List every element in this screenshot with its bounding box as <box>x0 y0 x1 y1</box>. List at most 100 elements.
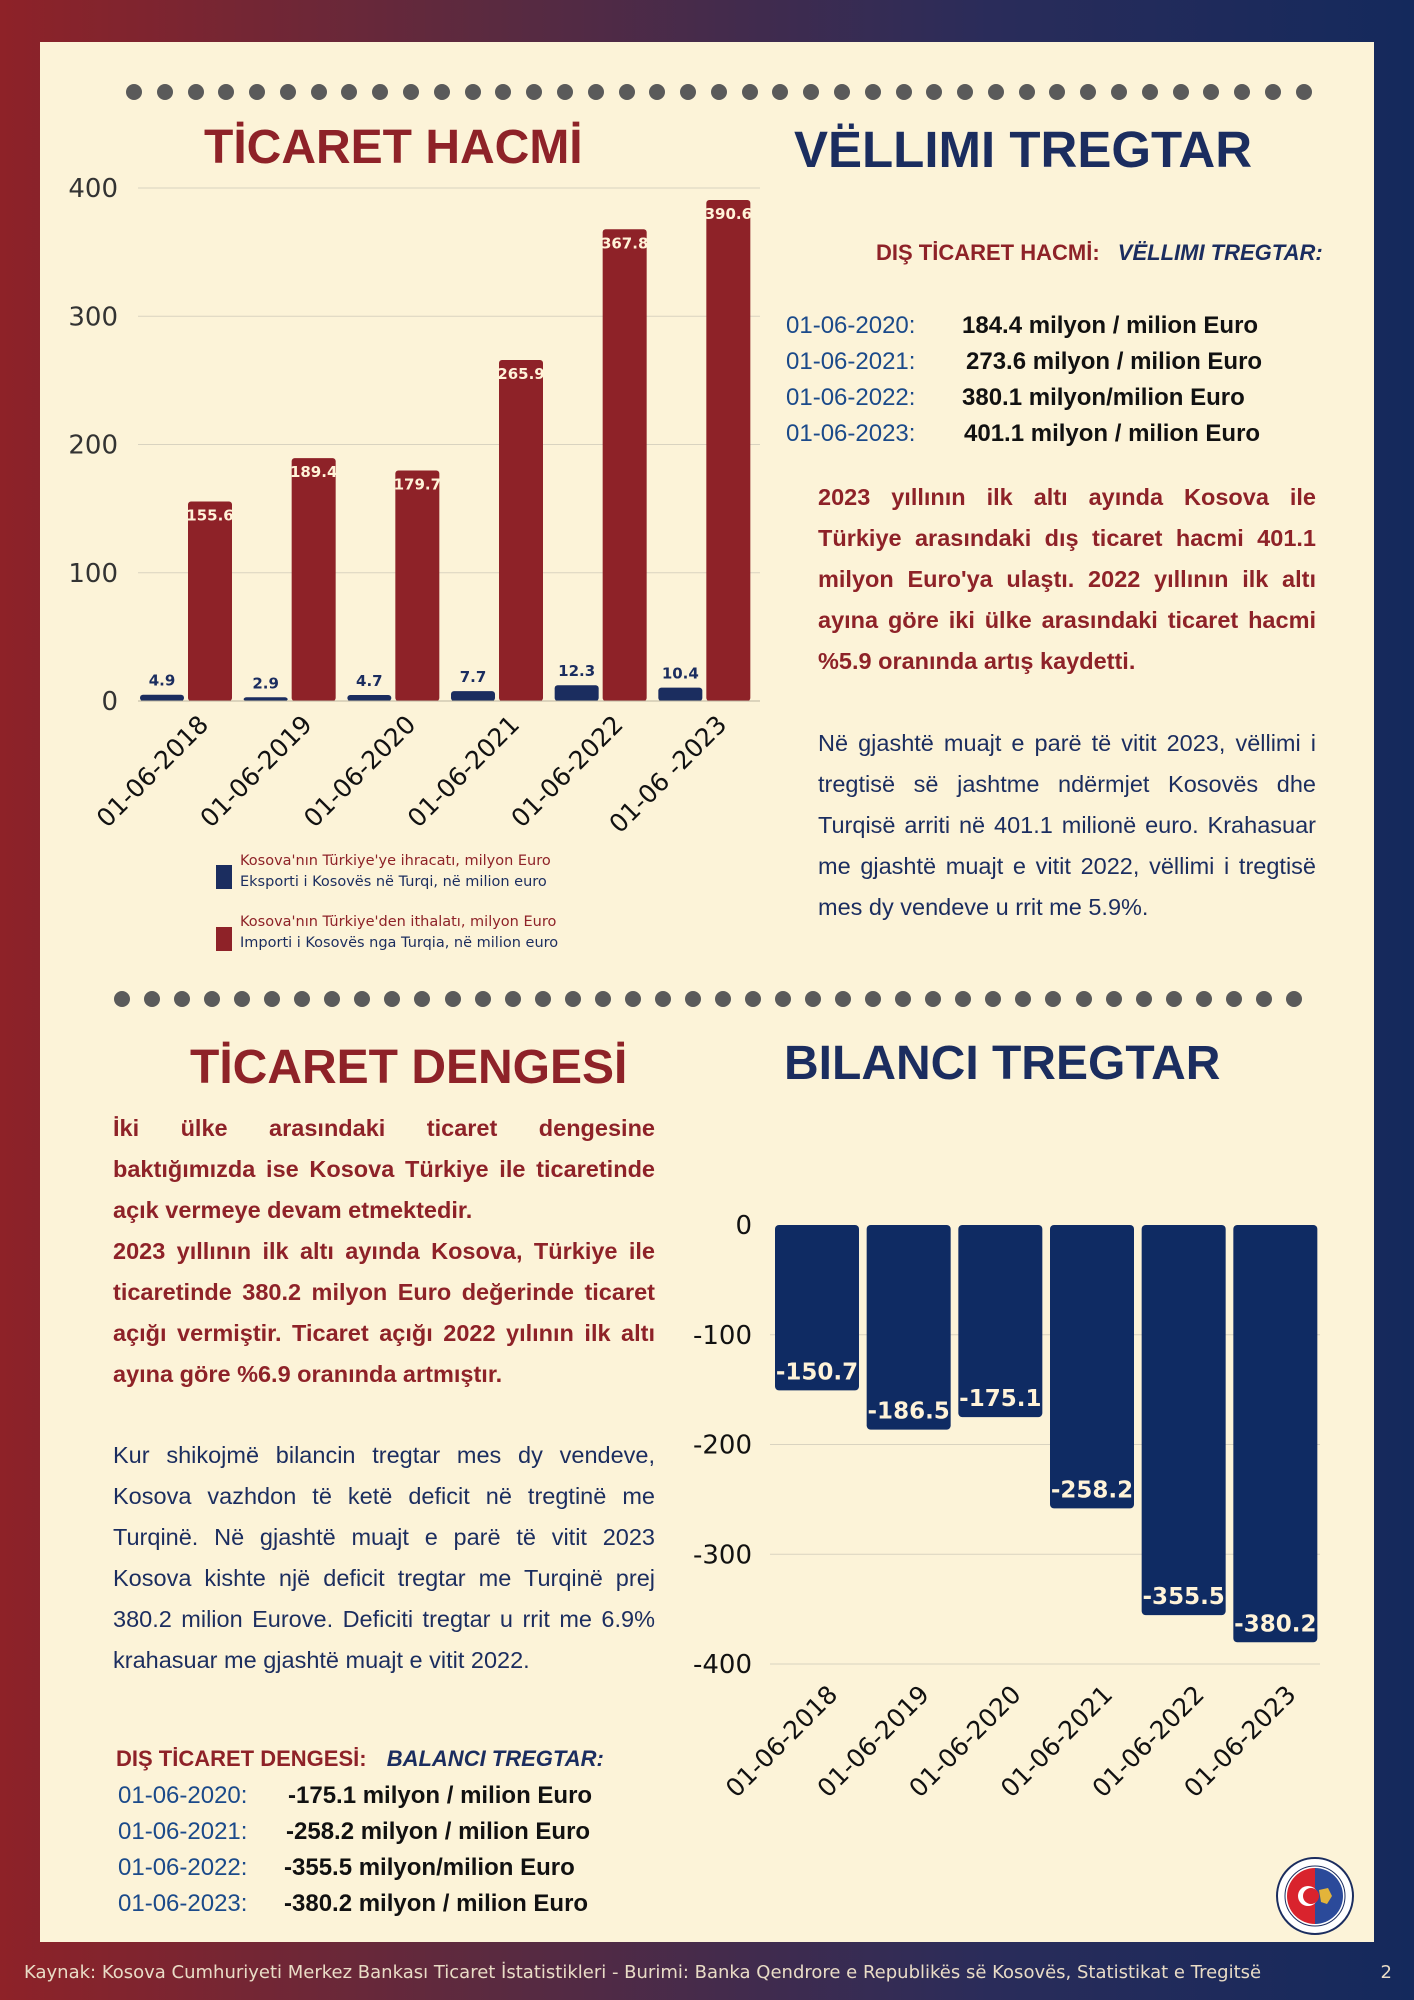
divider-dot <box>1285 991 1302 1007</box>
volume-kv-date: 01-06-2021: <box>786 348 916 375</box>
divider-dot <box>654 991 671 1007</box>
balance-kv-value: -355.5 milyon/milion Euro <box>284 1854 575 1881</box>
y-tick-label: -200 <box>693 1431 752 1461</box>
divider-dot <box>433 84 450 100</box>
divider-dot <box>955 991 972 1007</box>
bar-balance <box>1050 1225 1134 1509</box>
volume-paragraph-tr: 2023 yıllının ilk altı ayında Kosova ile… <box>818 484 1316 674</box>
divider-dot <box>895 991 912 1007</box>
volume-kv-date: 01-06-2022: <box>786 384 916 411</box>
volume-kv-value: 401.1 milyon / milion Euro <box>964 420 1261 447</box>
divider-dot <box>174 991 191 1007</box>
divider-dot <box>504 991 521 1007</box>
y-tick-label: 400 <box>68 174 118 204</box>
divider-dot <box>187 84 204 100</box>
divider-dot <box>526 84 543 100</box>
data-label-imports: 155.6 <box>186 506 233 524</box>
volume-kv-value: 273.6 milyon / milion Euro <box>966 348 1263 375</box>
balance-kv-date: 01-06-2021: <box>118 1818 248 1845</box>
balance-kv-row: 01-06-2023: -380.2 milyon / milion Euro <box>118 1890 588 1918</box>
divider-dot <box>126 84 142 100</box>
bar-exports <box>243 697 288 701</box>
divider-dot <box>144 991 161 1007</box>
data-label-exports: 4.7 <box>356 672 383 690</box>
data-label-balance: -355.5 <box>1143 1584 1225 1610</box>
volume-kv-row: 01-06-2020: 184.4 milyon / milion Euro <box>786 312 1258 340</box>
balance-title-sq: BILANCI TREGTAR <box>784 1037 1221 1090</box>
bar-balance <box>1233 1225 1318 1643</box>
divider-dot <box>680 84 697 100</box>
divider-dot <box>1165 991 1182 1007</box>
divider-dot <box>218 84 235 100</box>
volume-kv-date: 01-06-2020: <box>786 312 916 339</box>
divider-dot <box>925 991 942 1007</box>
page-number: 2 <box>1380 1962 1392 1983</box>
bar-exports <box>347 694 392 701</box>
divider-dot <box>264 991 281 1007</box>
balance-kv-date: 01-06-2023: <box>118 1890 248 1917</box>
bar-exports <box>140 694 184 701</box>
divider-dot <box>714 991 731 1007</box>
divider-dot <box>684 991 701 1007</box>
data-label-balance: -258.2 <box>1051 1477 1133 1503</box>
bar-imports <box>706 200 751 702</box>
legend-imports-tr: Kosova'nın Türkiye'den ithalatı, milyon … <box>240 914 557 930</box>
y-tick-label: 200 <box>68 431 118 461</box>
legend-item-exports: Kosova'nın Türkiye'ye ihracatı, milyon E… <box>240 851 551 893</box>
divider-dot <box>279 84 296 100</box>
divider-dot <box>1049 84 1066 100</box>
data-label-exports: 10.4 <box>662 665 699 683</box>
divider-dot <box>1264 84 1281 100</box>
divider-dot <box>649 84 666 100</box>
volume-kv-row: 01-06-2022: 380.1 milyon/milion Euro <box>786 384 1245 412</box>
y-tick-label: 0 <box>735 1211 752 1241</box>
divider-dot <box>156 84 173 100</box>
volume-kv-row: 01-06-2021: 273.6 milyon / milion Euro <box>786 348 1262 376</box>
divider-dot <box>618 84 635 100</box>
divider-dot <box>556 84 573 100</box>
divider-dot <box>987 84 1004 100</box>
divider-dot <box>474 991 491 1007</box>
y-tick-label: 0 <box>101 687 118 717</box>
data-label-imports: 390.6 <box>705 205 752 223</box>
balance-kv-value: -258.2 milyon / milion Euro <box>286 1818 591 1845</box>
y-tick-label: 100 <box>68 559 118 589</box>
volume-kv-row: 01-06-2023: 401.1 milyon / milion Euro <box>786 420 1260 448</box>
balance-kv-date: 01-06-2020: <box>118 1782 248 1809</box>
divider-dot <box>495 84 512 100</box>
y-tick-label: -100 <box>693 1321 752 1351</box>
divider-dot <box>805 991 822 1007</box>
legend-item-imports: Kosova'nın Türkiye'den ithalatı, milyon … <box>240 912 558 954</box>
divider-dot <box>444 991 461 1007</box>
balance-kv-row: 01-06-2022: -355.5 milyon/milion Euro <box>118 1854 575 1882</box>
footer: Kaynak: Kosova Cumhuriyeti Merkez Bankas… <box>0 1950 1414 2000</box>
volume-kv-date: 01-06-2023: <box>786 420 916 447</box>
divider-dot <box>926 84 943 100</box>
volume-kv-head-tr: DIŞ TİCARET HACMİ: <box>876 240 1100 265</box>
bar-exports <box>658 687 703 701</box>
volume-kv-value: 184.4 milyon / milion Euro <box>962 312 1259 339</box>
divider-dot <box>341 84 358 100</box>
trade-volume-chart: 01002003004004.9155.601-06-20182.9189.40… <box>68 174 760 839</box>
divider-dot <box>414 991 431 1007</box>
bar-balance <box>866 1225 951 1430</box>
divider-dot <box>249 84 266 100</box>
divider-dot <box>741 84 758 100</box>
divider-dot <box>1295 84 1312 100</box>
volume-title-sq: VËLLIMI TREGTAR <box>794 121 1253 178</box>
divider-dot <box>1075 991 1092 1007</box>
divider-dot <box>587 84 604 100</box>
divider-dot <box>1203 84 1220 100</box>
divider-dot <box>1105 991 1122 1007</box>
divider-dot <box>234 991 251 1007</box>
divider-dot <box>324 991 341 1007</box>
divider-dot <box>775 991 792 1007</box>
volume-kv-value: 380.1 milyon/milion Euro <box>962 384 1245 411</box>
divider-dot <box>835 991 852 1007</box>
bar-balance <box>775 1225 859 1391</box>
balance-kv-row: 01-06-2020: -175.1 milyon / milion Euro <box>118 1782 592 1810</box>
divider-dot <box>294 991 311 1007</box>
balance-title-tr: TİCARET DENGESİ <box>190 1041 628 1094</box>
y-tick-label: -400 <box>693 1650 752 1680</box>
bar-imports <box>188 501 232 701</box>
